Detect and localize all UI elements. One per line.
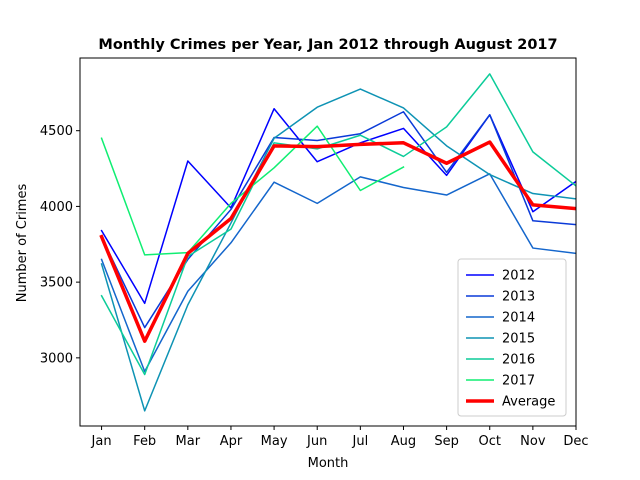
x-axis-title: Month — [308, 456, 349, 471]
legend: 2012 2013 2014 2015 2016 2017 Average — [457, 258, 567, 417]
x-tick-label: Sep — [434, 434, 459, 449]
x-tick-label: Dec — [563, 434, 588, 449]
x-tick-label: Jul — [352, 434, 369, 449]
x-tick-label: Feb — [133, 434, 156, 449]
series-line-2016 — [100, 73, 576, 376]
x-tick-label: Jun — [306, 434, 327, 449]
legend-label-2014: 2014 — [502, 311, 535, 326]
x-tick-label: Jan — [91, 434, 112, 449]
y-axis-title: Number of Crimes — [15, 184, 30, 303]
y-tick-label: 4000 — [40, 200, 73, 215]
axes-frame — [79, 57, 577, 427]
series-line-2014 — [100, 173, 576, 373]
x-tick-label: May — [261, 434, 288, 449]
x-tick-label: Nov — [520, 434, 546, 449]
legend-label-2013: 2013 — [502, 290, 535, 305]
y-tick-label: 3500 — [40, 276, 73, 291]
legend-label-average: Average — [502, 395, 555, 410]
y-tick-label: 4500 — [40, 124, 73, 139]
series-line-average — [99, 140, 576, 343]
series-line-2015 — [100, 88, 576, 412]
x-tick-label: Aug — [391, 434, 416, 449]
legend-label-2017: 2017 — [502, 374, 535, 389]
x-tick-label: Oct — [478, 434, 500, 449]
y-tick-label: 3000 — [40, 351, 73, 366]
legend-label-2012: 2012 — [502, 269, 535, 284]
series-lines — [99, 73, 576, 412]
legend-label-2015: 2015 — [502, 332, 535, 347]
x-tick-label: Mar — [176, 434, 201, 449]
x-tick-label: Apr — [220, 434, 243, 449]
legend-box — [457, 258, 567, 417]
legend-label-2016: 2016 — [502, 353, 535, 368]
chart-title: Monthly Crimes per Year, Jan 2012 throug… — [98, 37, 557, 53]
plot-area: Jan Feb Mar Apr May Jun Jul Aug Sep Oct Nov Dec 3000… — [40, 57, 589, 449]
